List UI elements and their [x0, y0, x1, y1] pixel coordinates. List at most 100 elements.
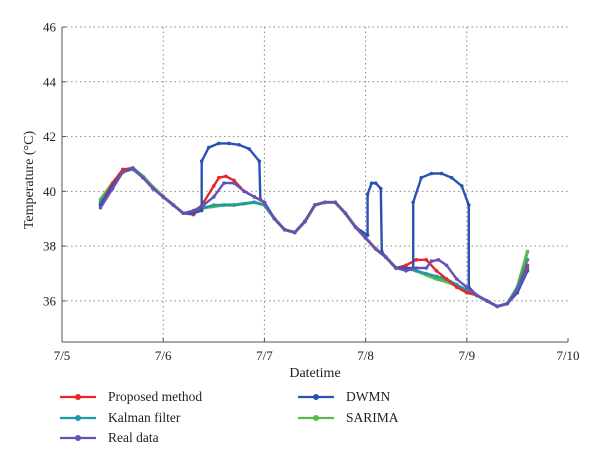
data-point-real-data — [252, 195, 257, 199]
data-point-kalman-filter — [242, 201, 246, 206]
axes — [61, 26, 569, 343]
data-point-real-data — [292, 230, 297, 235]
data-point-dwmn — [237, 142, 241, 147]
data-point-real-data — [436, 258, 441, 262]
data-point-dwmn — [459, 184, 464, 188]
data-point-kalman-filter — [222, 203, 226, 207]
data-point-kalman-filter — [424, 271, 429, 276]
y-tick-label: 46 — [43, 20, 57, 35]
data-point-real-data — [272, 216, 277, 221]
data-point-dwmn — [467, 203, 471, 207]
data-point-dwmn — [419, 175, 424, 180]
y-tick-label: 36 — [43, 293, 57, 308]
data-point-real-data — [131, 166, 135, 170]
data-point-dwmn — [365, 233, 370, 237]
data-point-real-data — [110, 186, 115, 191]
data-point-real-data — [323, 200, 327, 205]
data-point-real-data — [232, 181, 236, 185]
data-point-kalman-filter — [212, 203, 216, 207]
data-point-real-data — [475, 293, 479, 298]
data-point-real-data — [171, 203, 176, 207]
data-point-dwmn — [217, 141, 221, 146]
data-point-proposed-method — [434, 268, 439, 273]
data-point-real-data — [161, 195, 165, 199]
data-point-proposed-method — [120, 167, 125, 172]
data-point-kalman-filter — [525, 258, 530, 262]
data-point-real-data — [429, 259, 434, 263]
data-point-dwmn — [373, 181, 378, 185]
data-point-real-data — [262, 200, 267, 205]
data-point-proposed-method — [444, 277, 449, 281]
data-point-real-data — [373, 247, 378, 251]
data-point-sarima — [434, 277, 439, 281]
data-point-real-data — [525, 266, 530, 270]
data-point-dwmn — [257, 159, 262, 164]
data-point-real-data — [333, 200, 338, 205]
data-point-real-data — [353, 225, 358, 229]
data-point-dwmn — [206, 145, 211, 150]
data-point-real-data — [98, 205, 103, 210]
data-point-real-data — [414, 266, 419, 270]
data-point-real-data — [515, 288, 520, 292]
data-point-proposed-method — [224, 174, 228, 179]
data-point-kalman-filter — [252, 200, 257, 205]
data-point-dwmn — [411, 200, 415, 205]
x-tick-label: 7/7 — [256, 348, 273, 363]
data-point-dwmn — [227, 141, 231, 146]
series-line-dwmn — [99, 142, 529, 308]
y-axis-label: Temperature (°C) — [22, 131, 37, 230]
x-tick-label: 7/8 — [357, 348, 374, 363]
data-point-dwmn — [378, 186, 383, 191]
data-point-real-data — [201, 203, 206, 207]
data-point-real-data — [313, 203, 317, 207]
data-point-real-data — [444, 263, 449, 268]
data-point-real-data — [404, 268, 408, 273]
x-tick-label: 7/6 — [155, 348, 172, 363]
data-point-real-data — [151, 186, 155, 191]
data-point-dwmn — [247, 147, 252, 151]
data-point-sarima — [525, 249, 530, 254]
data-point-real-data — [141, 175, 145, 180]
data-point-dwmn — [449, 175, 454, 180]
data-point-real-data — [363, 236, 368, 240]
data-point-real-data — [454, 277, 459, 281]
data-point-real-data — [282, 227, 287, 232]
data-point-proposed-method — [424, 258, 429, 262]
data-point-dwmn — [191, 211, 196, 216]
data-point-dwmn — [365, 192, 370, 196]
series-line-real-data — [99, 166, 529, 308]
data-point-real-data — [242, 189, 246, 194]
grid-lines — [62, 26, 568, 342]
data-point-proposed-method — [404, 263, 408, 268]
data-point-dwmn — [439, 171, 444, 176]
y-tick-label: 38 — [43, 239, 56, 254]
x-tick-label: 7/5 — [54, 348, 71, 363]
data-point-dwmn — [369, 181, 374, 185]
data-point-real-data — [343, 211, 348, 216]
data-point-real-data — [212, 195, 216, 199]
x-tick-label: 7/9 — [458, 348, 475, 363]
data-point-real-data — [120, 170, 125, 174]
data-point-real-data — [505, 301, 510, 306]
data-point-real-data — [181, 211, 186, 216]
x-axis-label: Datetime — [289, 366, 340, 381]
data-point-real-data — [303, 219, 307, 224]
data-point-kalman-filter — [414, 268, 419, 273]
data-point-proposed-method — [454, 285, 459, 290]
data-point-real-data — [384, 255, 388, 259]
data-point-real-data — [424, 266, 429, 270]
data-point-kalman-filter — [434, 274, 439, 279]
data-point-dwmn — [199, 208, 204, 213]
data-point-dwmn — [429, 171, 434, 176]
data-point-real-data — [485, 299, 489, 303]
data-point-dwmn — [199, 159, 204, 164]
y-tick-label: 40 — [43, 184, 56, 199]
data-point-proposed-method — [212, 184, 216, 188]
data-point-proposed-method — [465, 290, 469, 295]
data-point-proposed-method — [232, 178, 236, 183]
data-point-proposed-method — [414, 258, 419, 262]
y-tick-label: 44 — [43, 74, 57, 89]
data-point-real-data — [465, 285, 469, 290]
data-point-real-data — [394, 266, 398, 270]
